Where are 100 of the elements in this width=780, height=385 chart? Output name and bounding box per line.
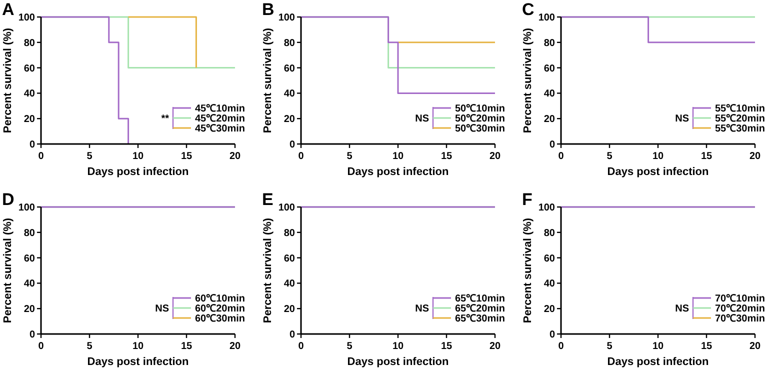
y-tick-label: 100 <box>18 202 36 214</box>
x-tick-label: 20 <box>229 341 241 352</box>
x-tick-label: 15 <box>700 341 712 352</box>
chart-title: B <box>262 0 274 19</box>
legend-label: 45℃10min <box>195 104 246 114</box>
y-tick-label: 20 <box>544 304 556 316</box>
legend-label: 45℃30min <box>195 124 246 134</box>
x-tick-label: 10 <box>132 151 144 162</box>
y-tick-label: 60 <box>284 253 296 264</box>
annotation: NS <box>675 304 690 314</box>
y-axis-title: Percent survival (%) <box>522 28 534 134</box>
x-tick-label: 15 <box>180 341 192 352</box>
legend-label: 45℃20min <box>195 114 246 124</box>
y-tick-label: 60 <box>284 63 296 74</box>
y-tick-label: 80 <box>284 38 296 49</box>
x-tick-label: 5 <box>606 341 613 352</box>
legend-label: 60℃20min <box>195 304 246 314</box>
x-tick-label: 0 <box>298 151 304 162</box>
legend-label: 50℃10min <box>455 104 506 114</box>
y-tick-label: 60 <box>24 253 36 264</box>
x-axis-title: Days post infection <box>87 166 190 178</box>
y-tick-label: 80 <box>284 228 296 239</box>
chart-title: F <box>522 190 532 209</box>
x-tick-label: 5 <box>606 151 613 162</box>
y-tick-label: 100 <box>538 12 556 24</box>
x-tick-label: 20 <box>749 341 761 352</box>
chart-title: A <box>2 0 14 19</box>
x-tick-label: 10 <box>132 341 144 352</box>
x-tick-label: 5 <box>346 151 353 162</box>
y-tick-label: 0 <box>289 330 296 340</box>
x-tick-label: 0 <box>298 341 304 352</box>
y-axis-title: Percent survival (%) <box>2 218 14 324</box>
y-tick-label: 40 <box>24 88 36 100</box>
x-axis-title: Days post infection <box>347 166 450 178</box>
x-tick-label: 10 <box>652 151 664 162</box>
annotation: NS <box>155 304 170 314</box>
x-tick-label: 5 <box>86 341 93 352</box>
legend-label: 70℃30min <box>715 314 766 324</box>
x-axis-title: Days post infection <box>87 356 190 368</box>
legend-label: 50℃20min <box>455 114 506 124</box>
y-tick-label: 0 <box>29 140 36 150</box>
annotation: NS <box>415 114 430 124</box>
x-tick-label: 5 <box>86 151 93 162</box>
legend-label: 60℃10min <box>195 294 246 304</box>
x-axis-title: Days post infection <box>347 356 450 368</box>
legend-label: 55℃20min <box>715 114 766 124</box>
y-axis-title: Percent survival (%) <box>2 28 14 134</box>
x-tick-label: 10 <box>392 151 404 162</box>
y-tick-label: 40 <box>24 278 36 290</box>
x-tick-label: 15 <box>440 151 452 162</box>
y-tick-label: 0 <box>289 140 296 150</box>
annotation: NS <box>675 114 690 124</box>
x-axis-title: Days post infection <box>607 356 710 368</box>
chart-title: E <box>262 190 274 209</box>
x-tick-label: 15 <box>700 151 712 162</box>
y-tick-label: 40 <box>544 88 556 100</box>
x-tick-label: 0 <box>38 341 44 352</box>
x-tick-label: 10 <box>652 341 664 352</box>
y-tick-label: 80 <box>544 228 556 239</box>
x-axis-title: Days post infection <box>607 166 710 178</box>
x-tick-label: 0 <box>558 341 564 352</box>
y-tick-label: 80 <box>544 38 556 49</box>
chart-title: C <box>522 0 534 19</box>
y-tick-label: 40 <box>284 278 296 290</box>
y-tick-label: 40 <box>544 278 556 290</box>
y-axis-title: Percent survival (%) <box>262 218 274 324</box>
x-tick-label: 20 <box>749 151 761 162</box>
y-tick-label: 100 <box>538 202 556 214</box>
legend-label: 65℃10min <box>455 294 506 304</box>
chart-title: D <box>2 190 14 209</box>
y-tick-label: 80 <box>24 228 36 239</box>
y-tick-label: 60 <box>24 63 36 74</box>
y-tick-label: 100 <box>18 12 36 24</box>
y-axis-title: Percent survival (%) <box>522 218 534 324</box>
y-tick-label: 0 <box>549 330 556 340</box>
x-tick-label: 20 <box>489 151 501 162</box>
x-tick-label: 20 <box>229 151 241 162</box>
y-tick-label: 60 <box>544 253 556 264</box>
annotation: NS <box>415 304 430 314</box>
y-tick-label: 20 <box>284 304 296 316</box>
y-tick-label: 60 <box>544 63 556 74</box>
y-tick-label: 20 <box>24 114 36 126</box>
x-tick-label: 20 <box>489 341 501 352</box>
y-tick-label: 20 <box>284 114 296 126</box>
y-tick-label: 100 <box>278 12 296 24</box>
legend-label: 50℃30min <box>455 124 506 134</box>
x-tick-label: 0 <box>38 151 44 162</box>
x-tick-label: 5 <box>346 341 353 352</box>
legend-label: 55℃10min <box>715 104 766 114</box>
y-tick-label: 0 <box>549 140 556 150</box>
legend-label: 65℃30min <box>455 314 506 324</box>
legend-label: 70℃20min <box>715 304 766 314</box>
x-tick-label: 10 <box>392 341 404 352</box>
legend-label: 60℃30min <box>195 314 246 324</box>
legend-label: 70℃10min <box>715 294 766 304</box>
y-tick-label: 20 <box>24 304 36 316</box>
annotation: ** <box>161 114 170 124</box>
legend-label: 55℃30min <box>715 124 766 134</box>
y-tick-label: 100 <box>278 202 296 214</box>
x-tick-label: 15 <box>180 151 192 162</box>
